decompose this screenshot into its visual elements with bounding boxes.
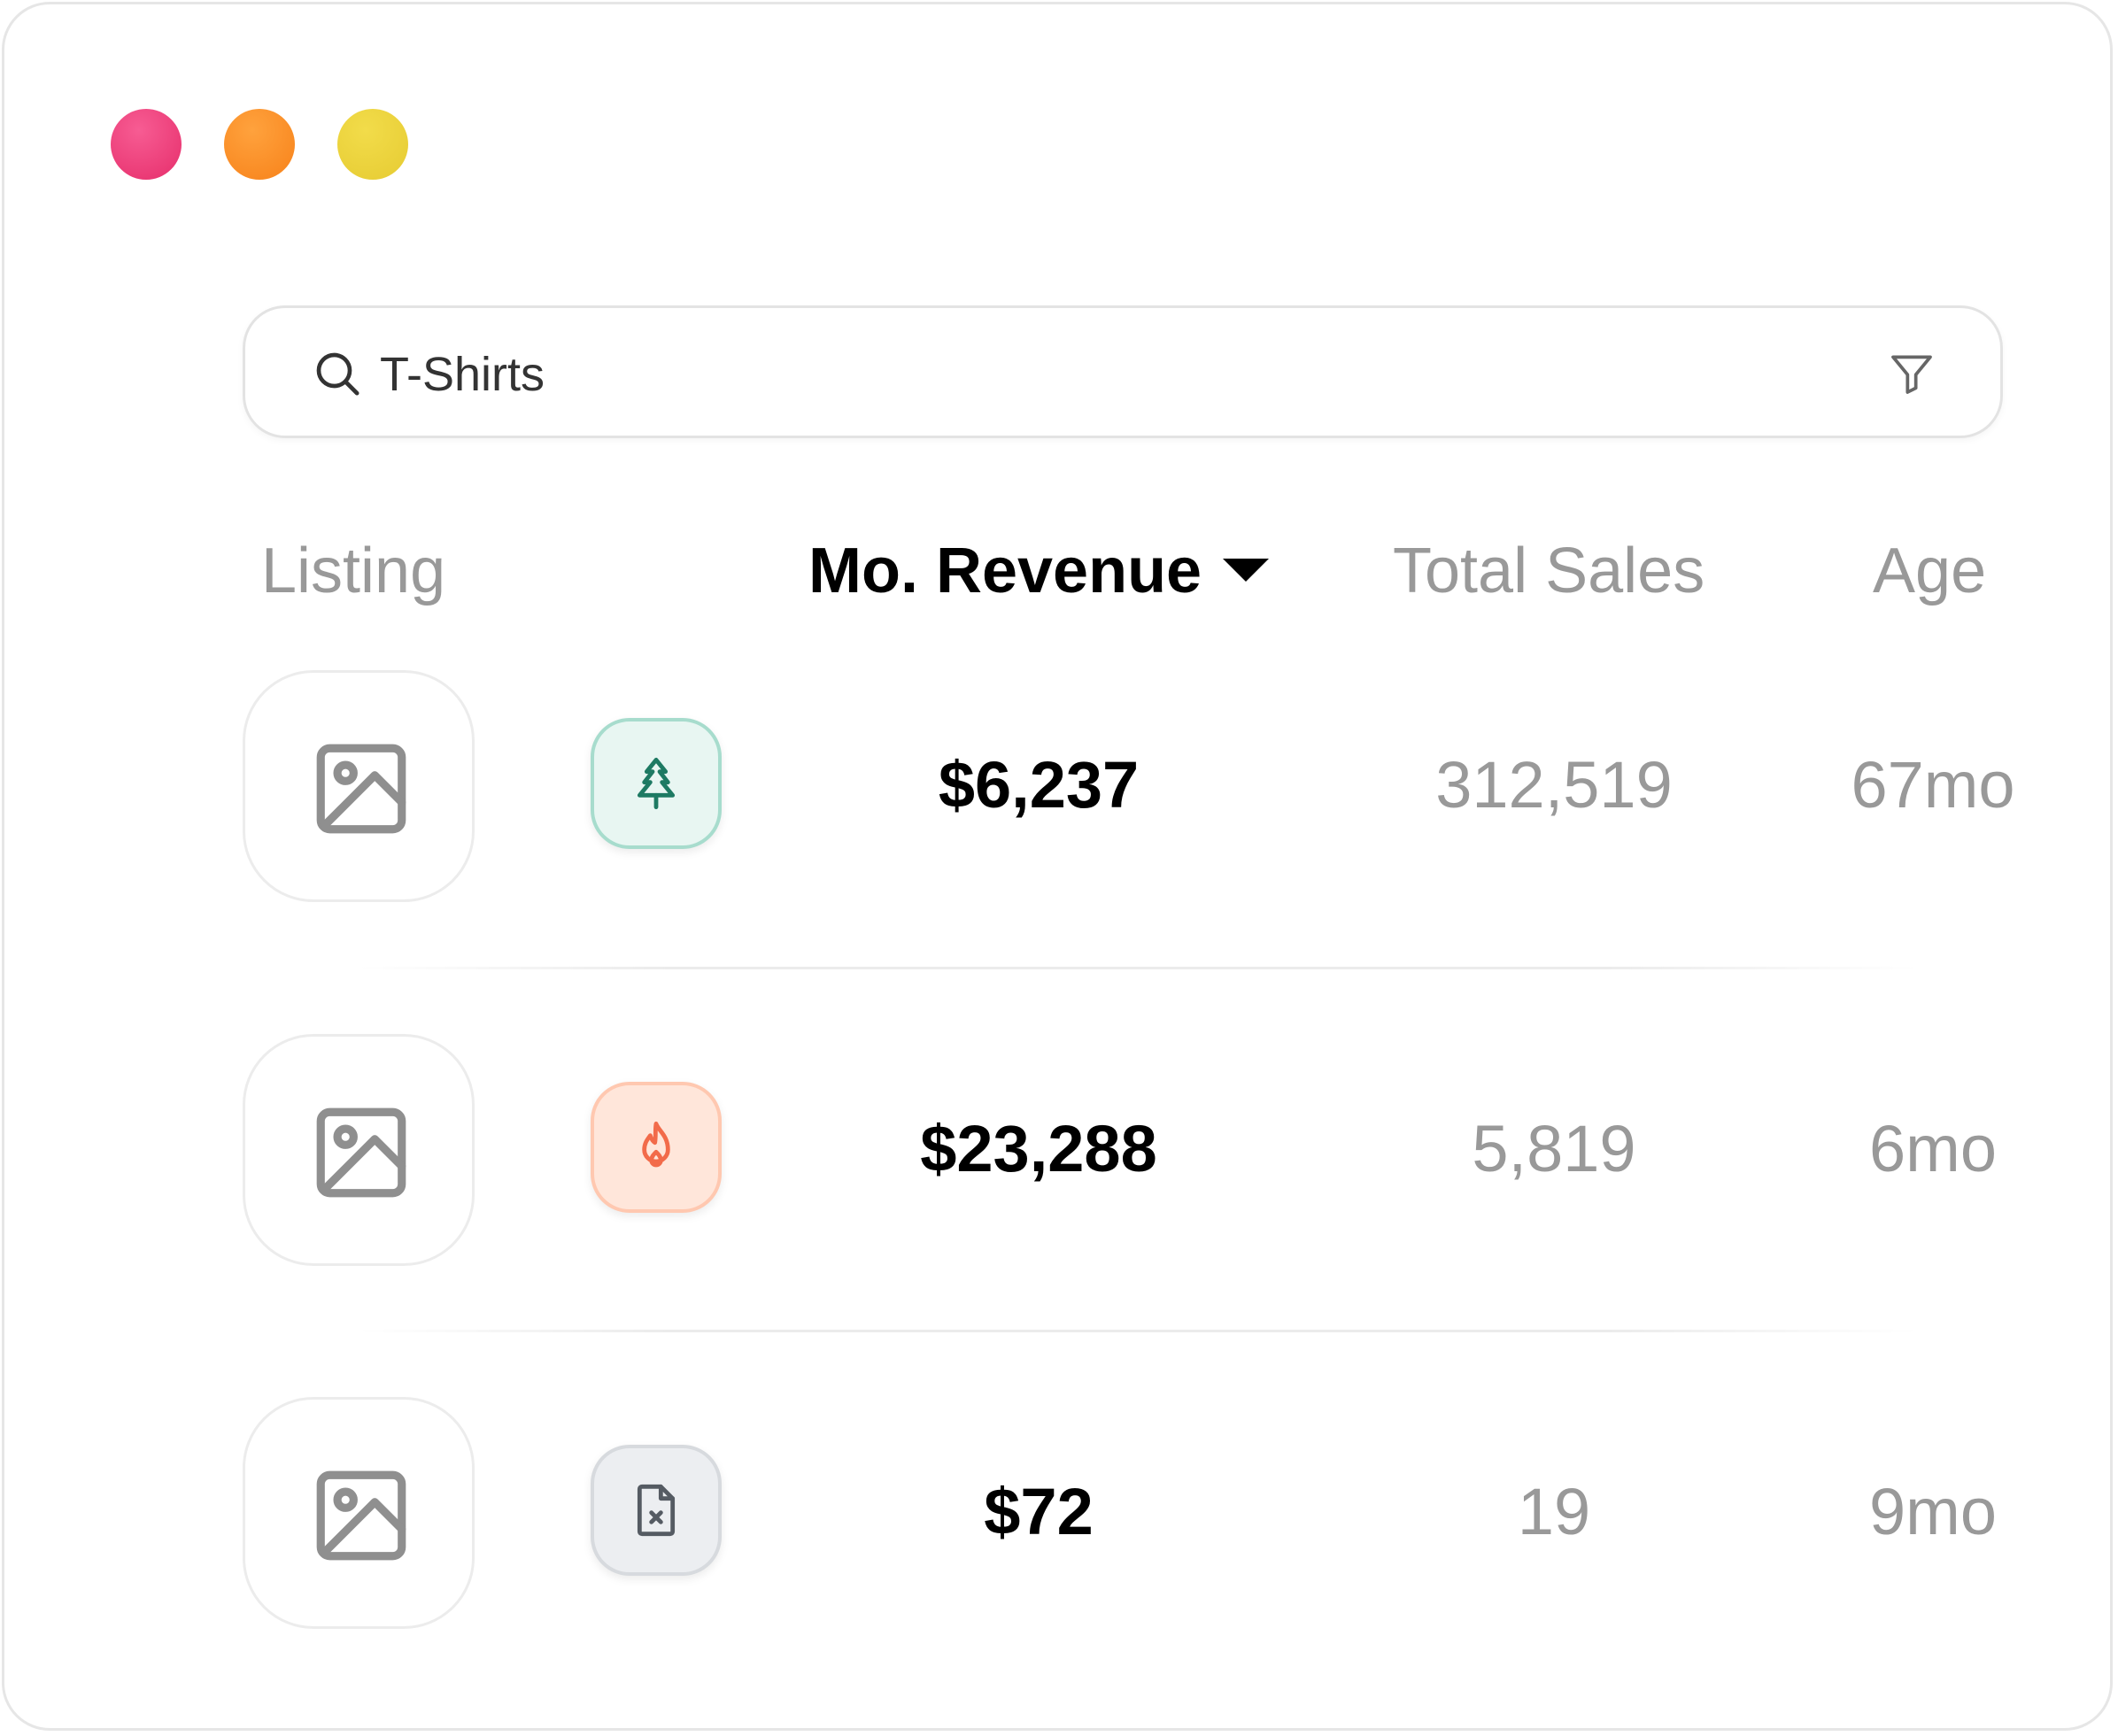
row-divider [359,1330,1917,1332]
fire-icon [642,1121,670,1168]
table-row[interactable]: $72 19 9mo [4,1397,2118,1629]
search-icon [316,352,359,396]
image-icon [316,744,406,834]
age-value: 67mo [1851,748,2015,822]
file-x-icon [637,1484,676,1537]
tree-icon [637,757,676,810]
revenue-value: $6,237 [938,748,1140,822]
table-row[interactable]: $23,288 5,819 6mo [4,1034,2118,1266]
image-icon [316,1107,406,1198]
column-header-sales[interactable]: Total Sales [1393,536,1705,606]
row-divider [359,967,1917,969]
column-header-revenue[interactable]: Mo. Revenue [808,531,1270,611]
listing-thumbnail[interactable] [243,1397,475,1629]
image-icon [316,1470,406,1561]
window-zoom-button[interactable] [337,109,408,180]
age-value: 6mo [1869,1112,1997,1185]
sales-value: 19 [1517,1475,1591,1548]
age-value: 9mo [1869,1475,1997,1548]
search-input[interactable]: T-Shirts [380,348,545,401]
sales-value: 312,519 [1435,748,1673,822]
listing-thumbnail[interactable] [243,670,475,902]
sales-value: 5,819 [1472,1112,1636,1185]
status-badge[interactable] [591,718,722,849]
revenue-value: $72 [984,1475,1094,1548]
sort-descending-icon [1223,558,1270,582]
window-minimize-button[interactable] [224,109,295,180]
table-row[interactable]: $6,237 312,519 67mo [4,670,2118,902]
column-header-age[interactable]: Age [1873,536,1987,606]
search-bar[interactable]: T-Shirts [243,305,2003,438]
revenue-value: $23,288 [920,1112,1157,1185]
filter-icon[interactable] [1887,349,1936,398]
column-header-listing[interactable]: Listing [261,536,446,606]
status-badge[interactable] [591,1082,722,1213]
window-close-button[interactable] [111,109,182,180]
status-badge[interactable] [591,1445,722,1576]
listing-thumbnail[interactable] [243,1034,475,1266]
column-header-revenue-label: Mo. Revenue [808,536,1202,606]
